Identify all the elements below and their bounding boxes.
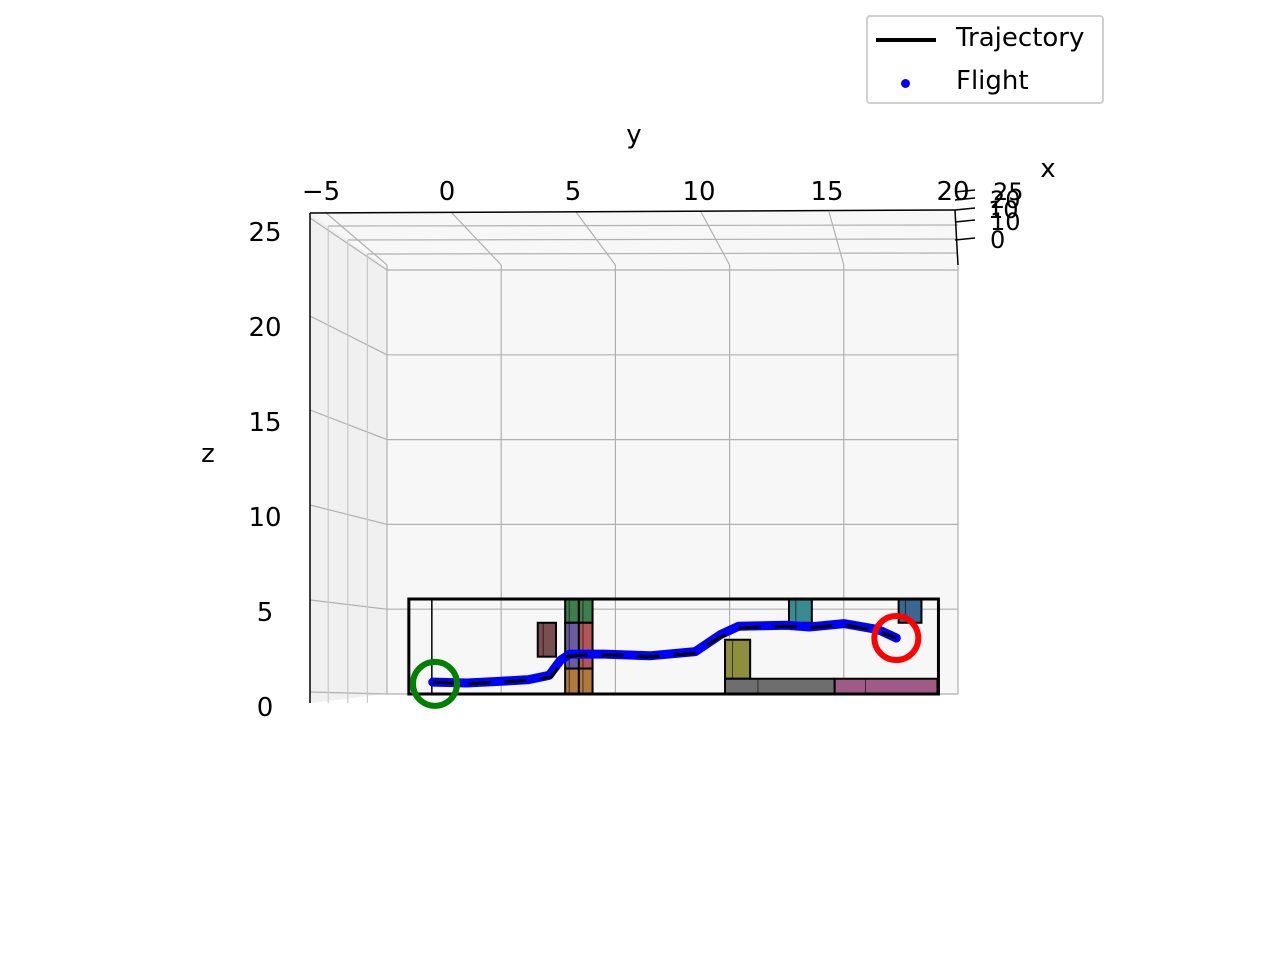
x-tick-mark [954, 189, 976, 193]
series-layer [428, 619, 901, 688]
y-tick-label: 0 [439, 177, 456, 207]
ylabel: y [626, 120, 641, 150]
grid-line [309, 691, 388, 695]
back-pane [387, 265, 958, 695]
grid-line [309, 315, 388, 356]
grid-line [367, 252, 959, 255]
start-marker [409, 658, 460, 709]
grid-line [328, 224, 959, 227]
axis-lines [309, 209, 959, 703]
grid-line [450, 211, 502, 266]
z-tick-label: 20 [248, 313, 281, 343]
grid-line [324, 211, 388, 266]
legend-entry-flight: Flight [868, 62, 1102, 102]
z-tick-label: 5 [257, 598, 274, 628]
obstacle [577, 598, 594, 624]
grid-line [309, 599, 388, 610]
z-tick-label: 10 [248, 503, 281, 533]
x-tick-label: 0 [990, 226, 1005, 254]
legend-label: Flight [956, 66, 1029, 96]
legend-swatch-dot [901, 79, 910, 88]
y-tick-label: 20 [936, 177, 969, 207]
z-tick-label: 0 [257, 693, 274, 723]
legend: Trajectory Flight [866, 15, 1104, 104]
goal-marker [871, 613, 922, 664]
obstacles [536, 598, 939, 696]
z-tick-label: 25 [248, 218, 281, 248]
grid-line [309, 217, 388, 271]
x-tick-mark [954, 237, 976, 241]
grid-line [309, 409, 388, 441]
legend-swatch-line [876, 38, 936, 42]
obstacle [577, 621, 594, 670]
x-tick-label: 25 [993, 178, 1024, 206]
obstacle [833, 677, 939, 696]
x-tick-label: 20 [990, 186, 1021, 214]
region-outline [407, 597, 940, 696]
obstacle [724, 677, 836, 696]
x-tick-mark [954, 219, 976, 223]
z-tick-label: 15 [248, 408, 281, 438]
grid-line [309, 504, 388, 525]
obstacle [564, 598, 580, 624]
x-tick-label: 10 [988, 196, 1019, 224]
grid-lines [309, 211, 959, 703]
zlabel: z [201, 439, 215, 469]
obstacle [724, 638, 752, 680]
y-tick-label: 10 [682, 177, 715, 207]
obstacle [787, 598, 813, 624]
obstacle [536, 621, 558, 658]
y-tick-label: 5 [565, 177, 582, 207]
x-tick-mark [954, 207, 976, 211]
y-tick-label: 15 [810, 177, 843, 207]
xlabel: x [1040, 154, 1055, 184]
x-tick-label: 10 [990, 208, 1021, 236]
series-trajectory [432, 622, 897, 686]
obstacle [564, 667, 580, 695]
y-tick-label: −5 [302, 177, 340, 207]
grid-line [575, 211, 616, 266]
legend-label: Trajectory [956, 23, 1085, 53]
obstacle [564, 621, 580, 670]
markers [409, 613, 922, 709]
side-pane [310, 213, 387, 703]
grid-line [347, 238, 959, 241]
grid-line [700, 211, 731, 266]
grid-line [828, 211, 845, 266]
obstacle [577, 667, 594, 695]
legend-entry-trajectory: Trajectory [868, 19, 1102, 59]
x-tick-mark [954, 197, 976, 201]
